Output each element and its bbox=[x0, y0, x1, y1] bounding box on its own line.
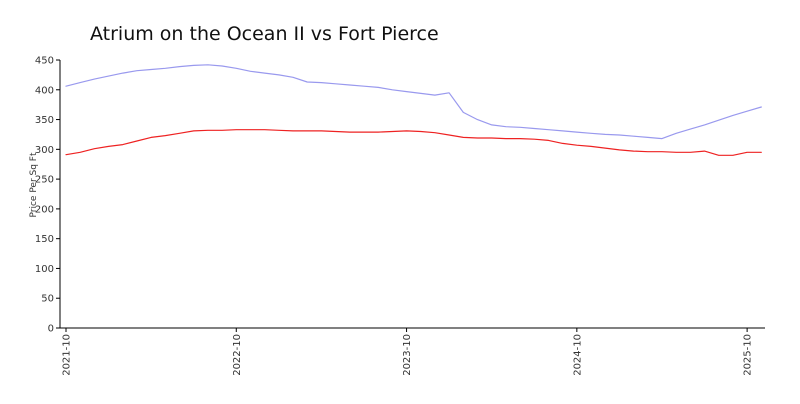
chart-title: Atrium on the Ocean II vs Fort Pierce bbox=[90, 23, 439, 45]
y-axis-label: Price Per Sq Ft bbox=[29, 152, 39, 217]
y-tick-label: 150 bbox=[35, 234, 54, 245]
y-tick-label: 450 bbox=[35, 56, 54, 67]
series-line-2 bbox=[65, 129, 762, 156]
series-line-1 bbox=[65, 64, 762, 140]
series-group bbox=[65, 64, 762, 156]
x-tick-label: 2022-10 bbox=[232, 334, 243, 376]
y-tick-label: 300 bbox=[35, 145, 54, 156]
y-tick-label: 50 bbox=[41, 294, 54, 305]
y-tick-label: 100 bbox=[35, 264, 54, 275]
y-tick-label: 400 bbox=[35, 85, 54, 96]
y-tick-label: 200 bbox=[35, 204, 54, 215]
x-tick-label: 2023-10 bbox=[402, 334, 413, 376]
axes: 0 50 100 150 200 250 300 350 400 450 2021-10 2022-1… bbox=[35, 56, 765, 376]
x-tick-label: 2025-10 bbox=[743, 334, 754, 376]
x-tick-label: 2021-10 bbox=[62, 334, 73, 376]
y-tick-label: 350 bbox=[35, 115, 54, 126]
y-tick-label: 250 bbox=[35, 175, 54, 186]
y-tick-label: 0 bbox=[48, 324, 54, 335]
x-tick-label: 2024-10 bbox=[572, 334, 583, 376]
